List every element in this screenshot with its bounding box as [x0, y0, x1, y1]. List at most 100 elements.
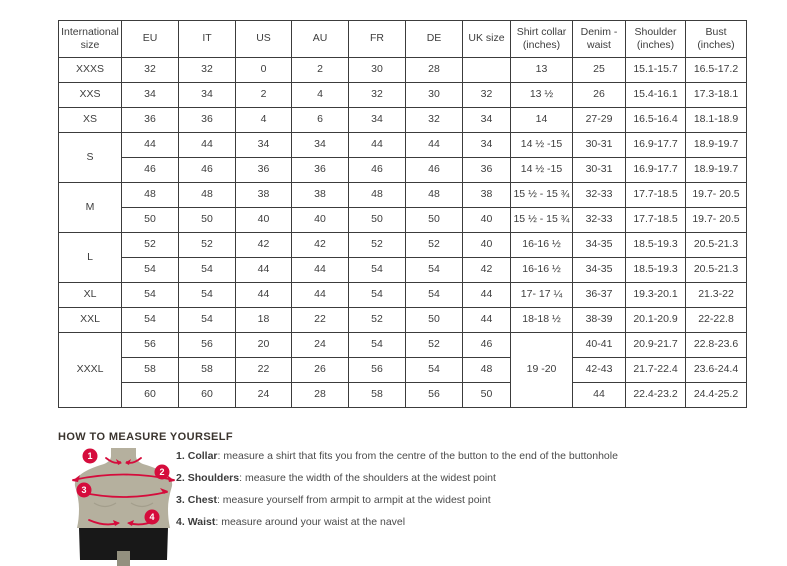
- table-cell: 54: [121, 282, 179, 308]
- table-cell: 14 ½ -15: [510, 132, 573, 158]
- table-cell: 6: [291, 107, 349, 133]
- size-label: XS: [58, 107, 122, 133]
- size-label: XXL: [58, 307, 122, 333]
- table-cell: 20.5-21.3: [685, 232, 747, 258]
- table-cell: 32: [405, 107, 463, 133]
- table-cell: 32-33: [572, 182, 626, 208]
- table-cell: 21.7-22.4: [625, 357, 686, 383]
- table-row-xs: XS 36 36 4 6 34 32 34 14 27-29 16.5-16.4…: [58, 107, 747, 133]
- table-cell: 36: [462, 157, 511, 183]
- size-label: XXS: [58, 82, 122, 108]
- mannequin-shorts: [79, 528, 168, 560]
- table-cell: 34-35: [572, 232, 626, 258]
- table-cell: 32-33: [572, 207, 626, 233]
- how-to-measure-title: HOW TO MEASURE YOURSELF: [58, 431, 234, 443]
- measure-step-waist: 4. Waist: measure around your waist at th…: [176, 515, 618, 537]
- table-cell: 18-18 ½: [510, 307, 573, 333]
- table-cell: 44: [348, 132, 406, 158]
- table-cell: 38: [291, 182, 349, 208]
- table-cell: 48: [405, 182, 463, 208]
- table-cell: 20.9-21.7: [625, 332, 686, 358]
- table-cell: 15 ½ - 15 ¾: [510, 207, 573, 233]
- measure-step-chest: 3. Chest: measure yourself from armpit to…: [176, 493, 618, 515]
- table-row-l-2: 54 54 44 44 54 54 42 16-16 ½ 34-35 18.5-…: [59, 257, 747, 283]
- table-row-xxs: XXS 34 34 2 4 32 30 32 13 ½ 26 15.4-16.1…: [58, 82, 747, 108]
- table-cell: 24: [291, 332, 349, 358]
- table-cell: 40: [291, 207, 349, 233]
- table-cell: 44: [462, 307, 511, 333]
- badge-3-circle: [76, 482, 92, 498]
- table-cell: 50: [348, 207, 406, 233]
- table-cell: 36: [235, 157, 292, 183]
- column-header-shoulder: Shoulder (inches): [625, 20, 686, 58]
- measure-step-shoulders: 2. Shoulders: measure the width of the sh…: [176, 471, 618, 493]
- column-header-bust: Bust (inches): [685, 20, 747, 58]
- measure-step-collar: 1. Collar: measure a shirt that fits you …: [176, 449, 618, 471]
- step-label: Shoulders: [187, 472, 240, 484]
- table-cell: 50: [121, 207, 179, 233]
- table-cell: 42: [291, 232, 349, 258]
- table-cell: 34: [462, 107, 511, 133]
- pec-line-right: [130, 502, 154, 508]
- table-cell: 54: [178, 282, 236, 308]
- table-cell: 34: [291, 132, 349, 158]
- table-cell: 20.5-21.3: [685, 257, 747, 283]
- table-cell: 27-29: [572, 107, 626, 133]
- step-label: Waist: [187, 516, 216, 528]
- table-cell: 40-41: [572, 332, 626, 358]
- table-cell: 46: [405, 157, 463, 183]
- table-cell: 44: [291, 257, 349, 283]
- table-cell: 48: [121, 182, 179, 208]
- table-cell: 16-16 ½: [510, 257, 573, 283]
- table-cell: 18.5-19.3: [625, 257, 686, 283]
- table-cell: 16.9-17.7: [625, 132, 686, 158]
- step-label: Chest: [187, 494, 217, 506]
- table-cell: 44: [405, 132, 463, 158]
- collar-arrowhead-left: [116, 459, 122, 465]
- step-number: 4.: [176, 516, 185, 528]
- table-cell: 36: [291, 157, 349, 183]
- column-header-shirt-collar: Shirt collar (inches): [510, 20, 573, 58]
- table-cell: 56: [121, 332, 179, 358]
- table-cell: 13 ½: [510, 82, 573, 108]
- table-row-xxxl-3: 60 60 24 28 58 56 50 44 22.4-23.2 24.4-2…: [59, 382, 747, 408]
- table-cell: 44: [235, 282, 292, 308]
- table-row-s-1: S 44 44 34 34 44 44 34 14 ½ -15 30-31 16…: [58, 132, 747, 183]
- table-cell: 18: [235, 307, 292, 333]
- step-text: : measure around your waist at the navel: [215, 516, 406, 528]
- size-label: S: [58, 132, 122, 183]
- waist-arrowhead-left: [113, 520, 120, 526]
- table-cell: 48: [348, 182, 406, 208]
- size-label: XL: [58, 282, 122, 308]
- table-cell: 48: [462, 357, 511, 383]
- table-cell: 44: [572, 382, 626, 408]
- table-cell: 56: [178, 332, 236, 358]
- table-cell: 58: [178, 357, 236, 383]
- size-chart-table: International size EU IT US AU FR DE UK …: [58, 20, 747, 408]
- step-text: : measure the width of the shoulders at …: [239, 472, 496, 484]
- table-cell: 42: [235, 232, 292, 258]
- table-row-m-1: M 48 48 38 38 48 48 38 15 ½ - 15 ¾ 32-33…: [58, 182, 747, 233]
- size-label: XXXL: [58, 332, 122, 408]
- waist-arrowhead-right: [127, 520, 134, 526]
- table-row-xxxl-1: XXXL 56 56 20 24 54 52 46 19 -20 40-41 2…: [58, 332, 747, 408]
- column-header-fr: FR: [348, 20, 406, 58]
- table-cell: 46: [462, 332, 511, 358]
- table-cell: 30-31: [572, 132, 626, 158]
- table-cell: 54: [178, 257, 236, 283]
- table-row-m-2: 50 50 40 40 50 50 40 15 ½ - 15 ¾ 32-33 1…: [59, 207, 747, 233]
- table-cell: 44: [462, 282, 511, 308]
- table-cell: 32: [462, 82, 511, 108]
- table-cell: 0: [235, 57, 292, 83]
- table-cell: 40: [462, 207, 511, 233]
- mannequin-torso: [74, 448, 173, 528]
- table-cell: 40: [235, 207, 292, 233]
- table-cell: 38-39: [572, 307, 626, 333]
- table-cell: 52: [405, 332, 463, 358]
- table-cell: 50: [178, 207, 236, 233]
- table-cell: 18.9-19.7: [685, 157, 747, 183]
- table-cell: 28: [405, 57, 463, 83]
- table-row-l-1: L 52 52 42 42 52 52 40 16-16 ½ 34-35 18.…: [58, 232, 747, 283]
- badge-2-circle: [154, 464, 170, 480]
- table-cell: 56: [405, 382, 463, 408]
